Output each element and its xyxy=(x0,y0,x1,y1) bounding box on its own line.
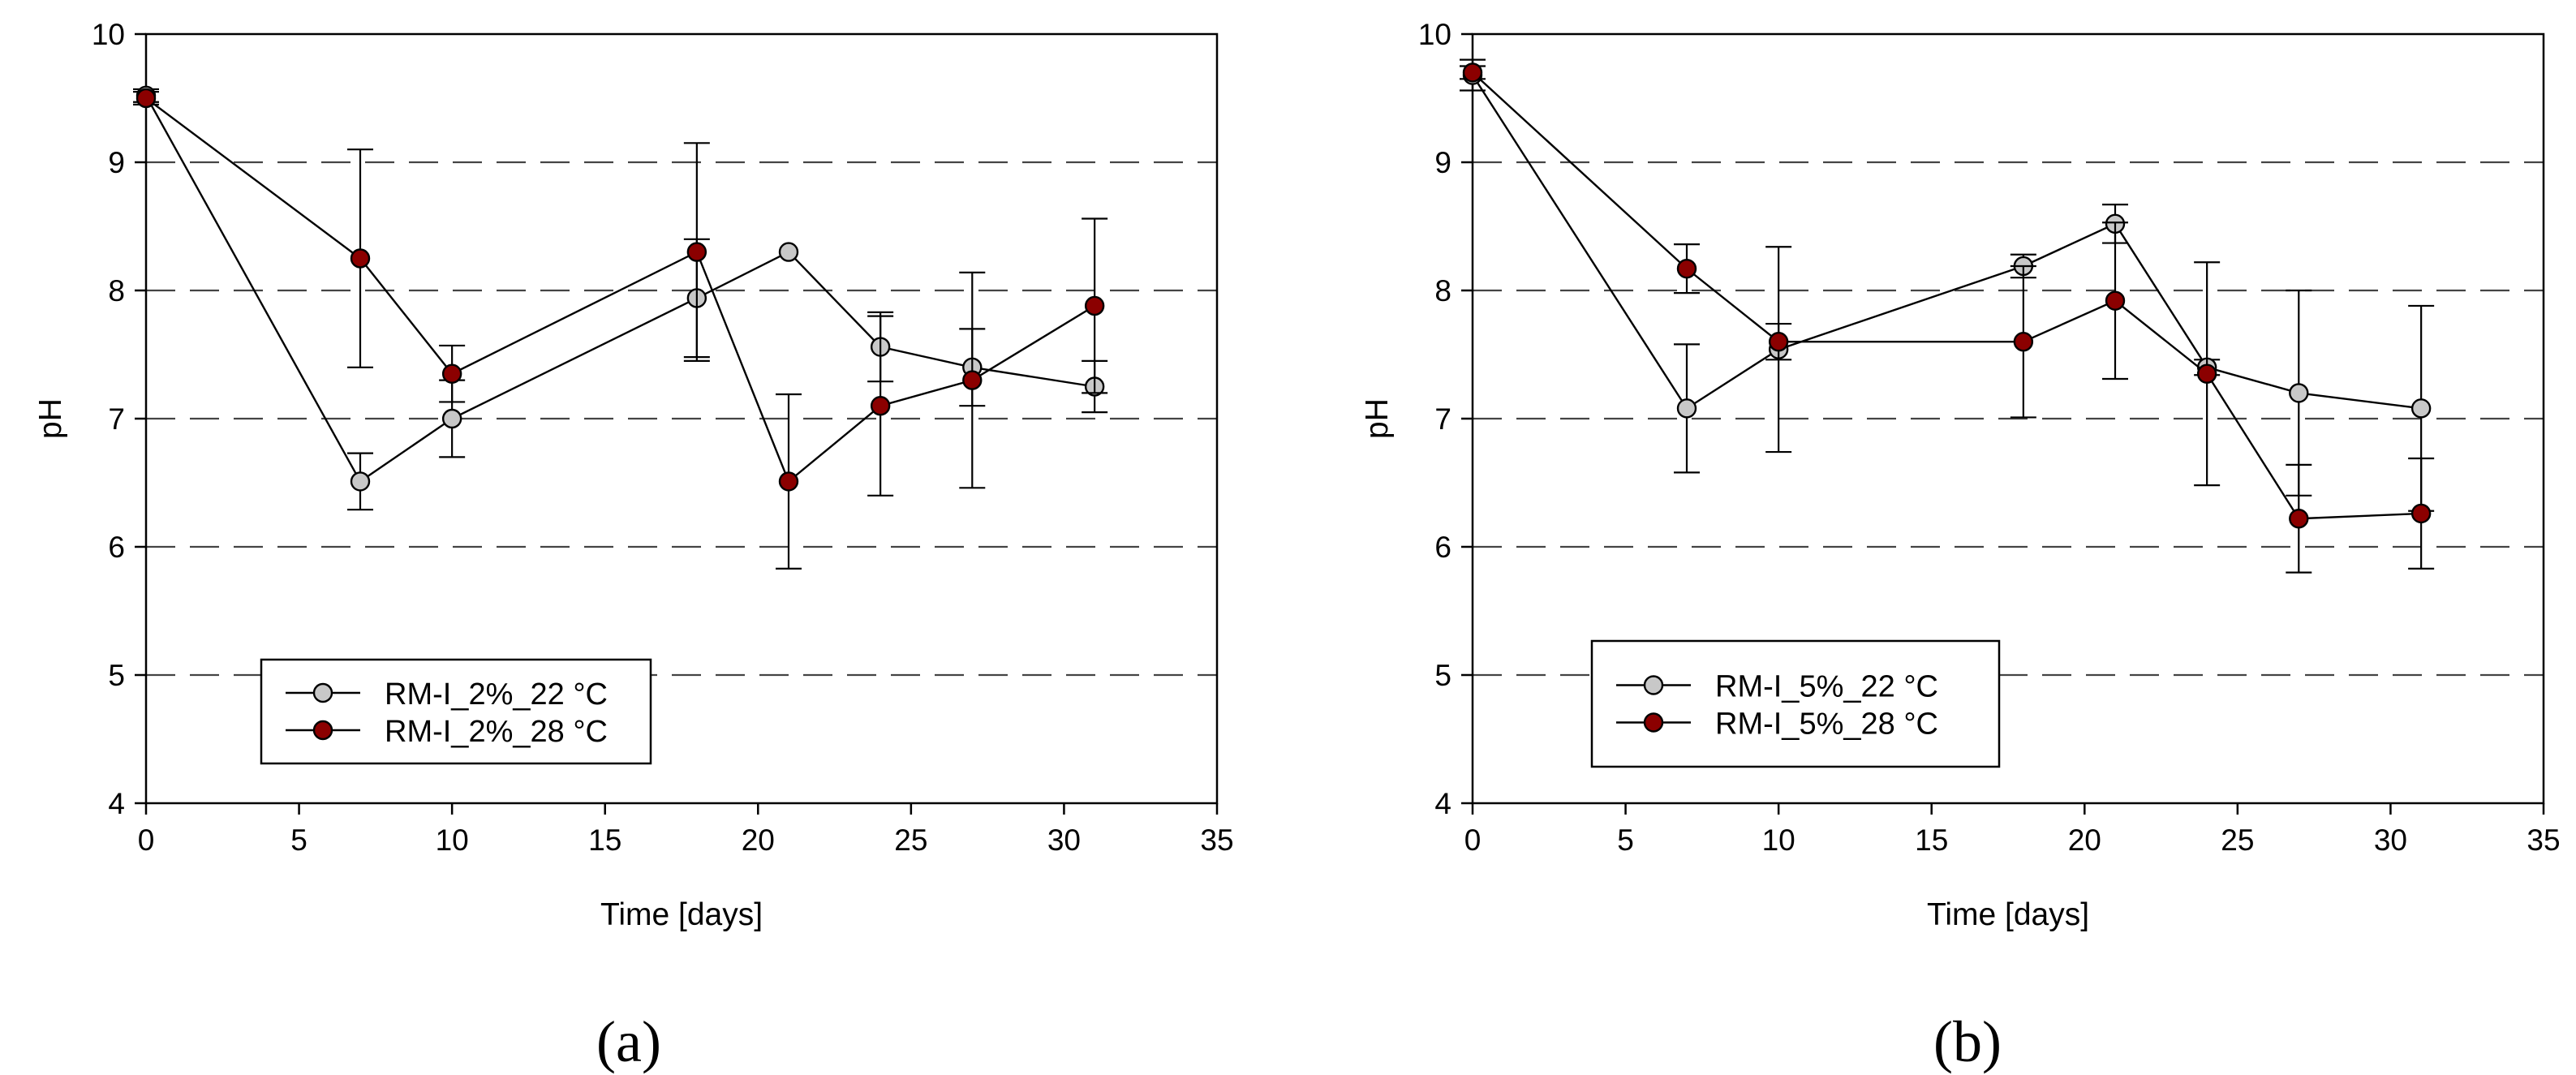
series-2 xyxy=(133,88,1108,570)
y-tick-label: 6 xyxy=(1434,531,1451,564)
x-tick-label: 15 xyxy=(1915,823,1948,857)
y-tick-label: 5 xyxy=(108,659,125,692)
x-tick-label: 10 xyxy=(1762,823,1795,857)
y-axis-label: pH xyxy=(33,398,68,439)
series-line xyxy=(145,97,1095,484)
panel-label-b: (b) xyxy=(1933,1009,2002,1074)
data-point xyxy=(2410,398,2432,419)
data-point xyxy=(2196,363,2217,384)
legend-label: RM-I_5%_28 °C xyxy=(1715,707,1938,742)
y-tick-label: 9 xyxy=(1434,146,1451,179)
y-tick-label: 7 xyxy=(1434,402,1451,436)
data-point xyxy=(1768,332,1789,352)
y-tick-label: 4 xyxy=(108,787,125,820)
legend-label: RM-I_2%_22 °C xyxy=(385,677,608,712)
y-tick-label: 4 xyxy=(1434,787,1451,820)
series-line xyxy=(1471,74,2422,411)
data-point xyxy=(1676,398,1697,419)
legend-box xyxy=(1590,639,2001,768)
x-tick-label: 5 xyxy=(290,823,307,857)
x-tick-label: 0 xyxy=(138,823,155,857)
x-tick-label: 20 xyxy=(742,823,775,857)
y-tick-label: 9 xyxy=(108,146,125,179)
legend-label: RM-I_5%_22 °C xyxy=(1715,670,1938,704)
y-tick-label: 10 xyxy=(1418,18,1451,51)
legend-marker xyxy=(312,720,333,741)
x-tick-label: 30 xyxy=(2374,823,2407,857)
x-tick-label: 5 xyxy=(1617,823,1634,857)
data-point xyxy=(2289,509,2309,529)
data-point xyxy=(2105,290,2126,311)
series-1 xyxy=(1460,58,2435,512)
data-point xyxy=(135,88,157,109)
series-1 xyxy=(133,85,1108,511)
legend-box xyxy=(260,658,652,765)
x-tick-label: 10 xyxy=(436,823,469,857)
data-point xyxy=(350,248,371,269)
y-tick-label: 10 xyxy=(92,18,125,51)
x-tick-label: 20 xyxy=(2068,823,2101,857)
x-axis-label: Time [days] xyxy=(1927,897,2089,932)
data-point xyxy=(1084,295,1105,316)
panel-label-a: (a) xyxy=(596,1009,661,1074)
chart-panel-b: 4 5 6 7 8 9 10 0 5 10 15 20 25 30 35 Time [days] pH RM-I_… xyxy=(1360,18,2561,932)
data-point xyxy=(962,370,983,390)
y-axis-label: pH xyxy=(1360,398,1395,439)
x-tick-label: 30 xyxy=(1047,823,1081,857)
y-tick-label: 7 xyxy=(108,402,125,436)
x-tick-label: 25 xyxy=(2221,823,2254,857)
data-point xyxy=(778,242,799,262)
y-tick-label: 6 xyxy=(108,531,125,564)
data-point xyxy=(870,396,891,416)
data-point xyxy=(2013,332,2034,352)
y-tick-label: 5 xyxy=(1434,659,1451,692)
data-point xyxy=(686,242,707,262)
data-point xyxy=(2289,383,2309,403)
x-tick-label: 25 xyxy=(894,823,927,857)
x-tick-label: 35 xyxy=(1200,823,1233,857)
x-axis-label: Time [days] xyxy=(600,897,763,932)
legend: RM-I_5%_22 °CRM-I_5%_28 °C xyxy=(1590,639,2001,768)
legend-marker xyxy=(312,682,333,703)
data-point xyxy=(1676,258,1697,279)
data-point xyxy=(441,408,462,429)
chart-panel-a: 4 5 6 7 8 9 10 0 5 10 15 20 25 30 35 Time [days] pH RM-I_… xyxy=(33,18,1234,932)
data-point xyxy=(778,471,799,492)
y-tick-label: 8 xyxy=(1434,274,1451,307)
data-point xyxy=(2410,503,2432,524)
data-point xyxy=(1462,62,1483,83)
x-tick-label: 0 xyxy=(1464,823,1482,857)
legend: RM-I_2%_22 °CRM-I_2%_28 °C xyxy=(260,658,652,765)
x-tick-label: 35 xyxy=(2527,823,2560,857)
legend-marker xyxy=(1643,712,1664,733)
series-2 xyxy=(1460,62,2435,574)
series-line xyxy=(144,95,1095,484)
legend-label: RM-I_2%_28 °C xyxy=(385,715,608,749)
legend-marker xyxy=(1643,675,1664,695)
y-tick-label: 8 xyxy=(108,274,125,307)
series-line xyxy=(1472,71,2422,520)
data-point xyxy=(350,471,371,492)
data-point xyxy=(441,363,462,384)
x-tick-label: 15 xyxy=(588,823,621,857)
